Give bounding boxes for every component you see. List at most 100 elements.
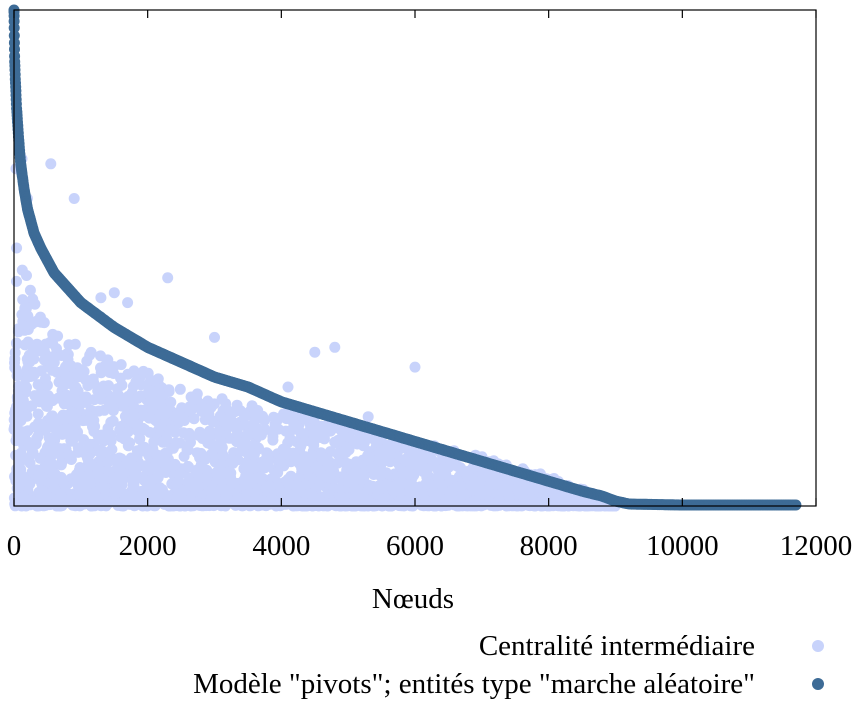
light-point (43, 390, 54, 401)
light-point (21, 382, 32, 393)
light-point (303, 455, 314, 466)
light-point (56, 459, 67, 470)
legend-marker-light (812, 640, 824, 652)
light-point (213, 426, 224, 437)
dark-point (790, 500, 801, 511)
light-point (257, 495, 268, 506)
light-point (56, 490, 67, 501)
light-outlier-point (122, 297, 133, 308)
light-outlier-point (209, 332, 220, 343)
light-point (323, 460, 334, 471)
light-point (134, 434, 145, 445)
light-point (264, 481, 275, 492)
light-point (93, 406, 104, 417)
light-point (26, 400, 37, 411)
light-point (109, 488, 120, 499)
light-point (47, 329, 58, 340)
light-point (151, 449, 162, 460)
light-point (314, 480, 325, 491)
light-point (47, 351, 58, 362)
light-outlier-point (363, 411, 374, 422)
light-point (372, 437, 383, 448)
light-point (85, 477, 96, 488)
light-point (159, 410, 170, 421)
light-point (165, 424, 176, 435)
light-point (146, 404, 157, 415)
light-point (115, 373, 126, 384)
light-point (83, 440, 94, 451)
light-point (434, 472, 445, 483)
light-outlier-point (283, 382, 294, 393)
light-point (298, 428, 309, 439)
x-tick-label: 0 (7, 530, 22, 562)
light-point (130, 376, 141, 387)
light-point (11, 339, 22, 350)
light-point (455, 481, 466, 492)
light-point (267, 435, 278, 446)
light-point (350, 436, 361, 447)
light-point (271, 468, 282, 479)
light-point (59, 479, 70, 490)
light-point (31, 342, 42, 353)
light-point (487, 478, 498, 489)
light-point (337, 427, 348, 438)
light-point (289, 452, 300, 463)
light-point (174, 491, 185, 502)
light-point (278, 444, 289, 455)
light-point (222, 488, 233, 499)
light-point (14, 482, 25, 493)
light-point (35, 312, 46, 323)
x-tick-label: 10000 (646, 530, 719, 562)
light-outlier-point (309, 347, 320, 358)
light-point (95, 350, 106, 361)
light-point (368, 464, 379, 475)
light-point (193, 481, 204, 492)
light-point (26, 319, 37, 330)
light-point (211, 469, 222, 480)
light-point (92, 494, 103, 505)
light-point (256, 430, 267, 441)
light-outlier-point (45, 158, 56, 169)
light-point (429, 457, 440, 468)
light-point (10, 404, 21, 415)
light-point (119, 489, 130, 500)
light-point (96, 433, 107, 444)
light-point (364, 483, 375, 494)
light-point (249, 449, 260, 460)
light-point (29, 299, 40, 310)
light-point (104, 362, 115, 373)
light-point (362, 451, 373, 462)
light-point (115, 461, 126, 472)
light-point (239, 412, 250, 423)
light-point (315, 450, 326, 461)
light-point (19, 493, 30, 504)
light-point (316, 421, 327, 432)
light-point (292, 495, 303, 506)
light-point (294, 485, 305, 496)
light-point (130, 466, 141, 477)
light-point (217, 450, 228, 461)
light-point (62, 376, 73, 387)
light-point (418, 489, 429, 500)
light-point (446, 488, 457, 499)
light-point (283, 478, 294, 489)
light-point (317, 500, 328, 511)
light-point (407, 481, 418, 492)
light-point (104, 397, 115, 408)
light-point (72, 397, 83, 408)
light-point (29, 367, 40, 378)
light-point (175, 384, 186, 395)
light-outlier-point (162, 272, 173, 283)
light-point (97, 383, 108, 394)
light-point (308, 437, 319, 448)
light-point (28, 354, 39, 365)
light-point (155, 420, 166, 431)
light-point (11, 243, 22, 254)
x-tick-label: 8000 (520, 530, 578, 562)
legend-label-dark: Modèle "pivots"; entités type "marche al… (193, 668, 755, 700)
light-point (138, 366, 149, 377)
light-outlier-point (329, 342, 340, 353)
light-point (183, 431, 194, 442)
light-point (40, 373, 51, 384)
light-point (154, 396, 165, 407)
